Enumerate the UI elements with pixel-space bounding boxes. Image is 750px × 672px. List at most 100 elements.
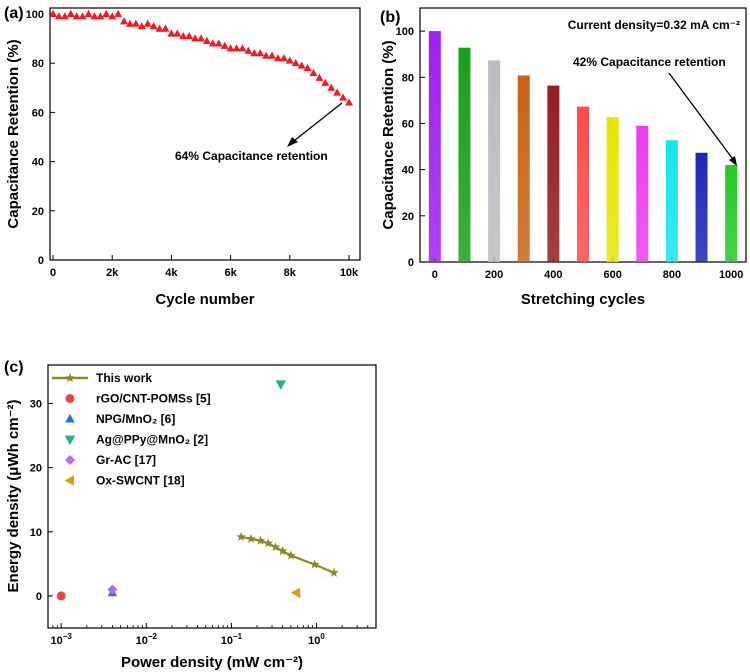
panel-a-y-tick-label: 0: [38, 255, 44, 267]
panel-b-x-tick-label: 800: [663, 269, 681, 281]
panel-a-data-point: [214, 39, 223, 47]
panel-a-x-tick-label: 10k: [340, 267, 359, 279]
panel-c-legend-label: This work: [96, 371, 152, 385]
panel-c-this-work-point: [329, 567, 339, 577]
panel-a-data-point: [120, 17, 129, 25]
panel-c-x-tick-label: 10−3: [50, 632, 72, 647]
panel-a-data-point: [66, 9, 75, 17]
panel-a-data-point: [345, 98, 353, 106]
panel-c-x-tick-label: 10−1: [221, 632, 243, 647]
panel-c-data-point: [275, 380, 286, 390]
panel-a-data-point: [173, 29, 182, 37]
panel-c-this-work-point: [255, 535, 266, 545]
panel-b-stretching-retention: (b) 0 200 400 600 800 1000 0 20 40 60 80 100 Curren…: [380, 7, 747, 308]
panel-a-data-point: [315, 73, 324, 81]
panel-b-bar: [636, 125, 649, 262]
panel-b-x-tick-label: 1000: [719, 269, 743, 281]
panel-a-x-axis-title: Cycle number: [155, 291, 254, 308]
panel-a-annotation-arrowhead: [287, 137, 298, 147]
panel-b-bar: [517, 75, 530, 263]
panel-a-ticks: 0 2k 4k 6k 8k 10k 0 20 40 60 80 100: [26, 9, 359, 279]
panel-c-plot-frame: [47, 364, 377, 629]
panel-a-data-point: [268, 51, 277, 59]
panel-a-data-point: [321, 78, 330, 86]
panel-c-legend-marker: [64, 435, 76, 445]
panel-c-legend-marker: [64, 475, 74, 486]
panel-b-bar: [725, 165, 738, 262]
panel-a-data-point: [108, 12, 117, 20]
panel-c-legend-marker: [65, 455, 75, 465]
panel-a-data-point: [60, 12, 69, 20]
panel-a-data-point: [208, 39, 217, 47]
panel-c-legend-label: rGO/CNT-POMSs [5]: [96, 392, 211, 406]
panel-a-data-point: [49, 9, 57, 17]
panel-c-this-work-point: [286, 550, 296, 560]
panel-a-data-point: [291, 59, 300, 67]
panel-a-x-tick-label: 6k: [224, 267, 237, 279]
panel-c-data-point: [56, 591, 66, 601]
panel-c-legend-marker: [65, 394, 75, 403]
panel-a-data-point: [220, 41, 229, 49]
panel-a-data-series: [49, 9, 353, 106]
panel-b-y-tick-label: 100: [396, 26, 414, 38]
panel-b-bar: [458, 47, 471, 262]
panel-c-y-tick-label: 20: [30, 463, 42, 475]
panel-a-data-point: [279, 54, 288, 62]
panel-b-label: (b): [380, 9, 400, 26]
panel-c-y-tick-label: 0: [36, 591, 42, 603]
panel-a-data-point: [96, 12, 105, 20]
panel-b-y-tick-label: 80: [402, 72, 414, 84]
panel-b-bar: [428, 31, 441, 262]
panel-a-data-point: [309, 68, 318, 76]
panel-a-data-point: [303, 63, 312, 72]
panel-a-label: (a): [4, 5, 24, 22]
panel-a-data-point: [114, 9, 123, 17]
panel-b-bar: [577, 106, 589, 263]
panel-b-y-tick-label: 40: [402, 165, 414, 177]
panel-b-annotation-arrowhead: [729, 156, 737, 166]
panel-c-this-work-point: [277, 546, 288, 556]
panel-b-bar: [488, 60, 501, 262]
panel-a-data-point: [54, 12, 63, 20]
panel-a-data-point: [84, 9, 93, 17]
panel-a-data-point: [149, 22, 158, 30]
panel-b-bar: [547, 85, 560, 263]
panel-c-x-tick-exponent: −2: [148, 632, 158, 641]
panel-a-y-tick-label: 60: [32, 107, 44, 119]
panel-b-y-tick-label: 20: [402, 211, 414, 223]
panel-a-data-point: [327, 83, 336, 91]
panel-a-data-point: [191, 34, 200, 42]
panel-a-data-point: [167, 29, 176, 37]
panel-a-plot-frame: [49, 7, 361, 261]
panel-a-data-point: [202, 36, 211, 44]
panel-c-legend-label: Gr-AC [17]: [96, 453, 156, 467]
panel-a-x-tick-label: 8k: [284, 267, 297, 279]
panel-c-label: (c): [4, 359, 24, 376]
panel-b-annotation-text: 42% Capacitance retention: [573, 55, 726, 69]
panel-c-x-tick-exponent: 0: [320, 632, 325, 641]
panel-c-legend-marker: [65, 414, 75, 423]
panel-a-data-point: [285, 56, 294, 64]
panel-a-data-point: [90, 12, 99, 20]
panel-c-y-tick-label: 30: [30, 398, 42, 410]
panel-c-legend-marker: [65, 373, 75, 382]
panel-a-x-tick-label: 2k: [106, 267, 119, 279]
panel-a-data-point: [185, 31, 194, 40]
panel-a-x-tick-label: 0: [50, 267, 56, 279]
panel-a-data-point: [238, 44, 247, 52]
panel-c-y-axis-title: Energy density (μWh cm⁻²): [5, 400, 22, 593]
panel-b-x-tick-label: 600: [603, 269, 621, 281]
panel-b-bar: [665, 140, 678, 262]
panel-c-x-tick-exponent: −1: [233, 632, 243, 641]
panel-a-data-point: [78, 12, 87, 20]
panel-a-data-point: [131, 19, 140, 27]
panel-a-y-tick-label: 80: [32, 58, 44, 70]
panel-a-data-point: [250, 49, 259, 57]
panel-a-data-point: [125, 19, 134, 27]
panel-c-x-tick-label: 100: [308, 632, 325, 647]
panel-b-x-tick-label: 400: [544, 269, 562, 281]
panel-c-data-point: [290, 587, 301, 598]
panel-b-x-tick-label: 200: [485, 269, 503, 281]
